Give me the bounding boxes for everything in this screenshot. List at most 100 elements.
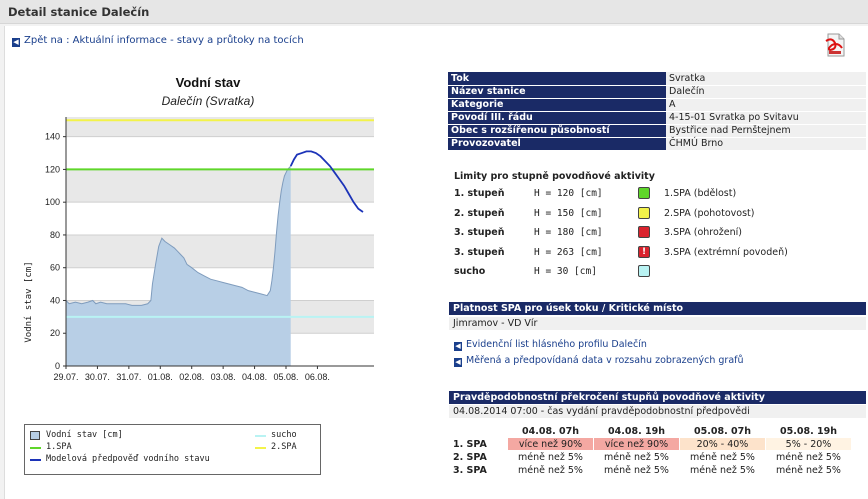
limit-desc: 3.SPA (extrémní povodeň) (664, 246, 788, 258)
info-value: Svratka (666, 72, 866, 86)
arrow-left-icon: ◀ (454, 342, 462, 351)
data-link[interactable]: ◀ Měřená a předpovídaná data v rozsahu zo… (454, 355, 744, 367)
prob-cell: více než 90% (507, 437, 594, 451)
prob-cell: méně než 5% (507, 450, 594, 464)
info-value: A (666, 98, 866, 112)
validity-header: Platnost SPA pro úsek toku / Kritické mí… (449, 302, 866, 315)
prob-cell: 20% - 40% (679, 437, 766, 451)
limit-height: H = 120 [cm] (534, 188, 603, 199)
limit-height: H = 30 [cm] (534, 266, 597, 277)
limit-stage: 2. stupeň (454, 207, 505, 219)
info-key: Tok (448, 72, 666, 86)
limit-height: H = 150 [cm] (534, 207, 603, 219)
limit-stage: sucho (454, 266, 486, 277)
grid-band (66, 136, 374, 170)
data-link-label: Měřená a předpovídaná data v rozsahu zob… (466, 355, 744, 366)
grid-band (66, 117, 374, 137)
spa3-swatch (638, 226, 650, 238)
grid-band (66, 169, 374, 203)
legend-swatch (255, 447, 266, 449)
x-tick-label: 05.08. (273, 372, 298, 382)
legend-swatch (30, 459, 41, 461)
grid-band (66, 202, 374, 235)
back-link-label: Zpět na : Aktuální informace - stavy a p… (24, 35, 304, 46)
probability-header: Pravděpodobnostní překročení stupňů povo… (449, 391, 866, 404)
spa1-swatch (638, 187, 650, 199)
x-tick-label: 04.08. (242, 372, 267, 382)
prob-cell: méně než 5% (679, 450, 766, 464)
page-title: Detail stanice Dalečín (8, 5, 150, 19)
y-tick-label: 120 (45, 164, 60, 174)
observed-line (65, 165, 292, 306)
legend-label: sucho (271, 430, 297, 440)
limit-row: 2. stupeň H = 150 [cm] 2.SPA (pohotovost… (454, 206, 864, 226)
column-header: 04.08. 19h (593, 424, 680, 438)
warning-icon: ! (638, 245, 650, 258)
table-row: 2. SPA méně než 5% méně než 5% méně než … (449, 450, 852, 464)
arrow-left-icon: ◀ (454, 358, 462, 367)
spa2-swatch (638, 206, 650, 219)
chart-legend: Vodní stav [cm] 1.SPA Modelová předpověď… (24, 424, 321, 475)
table-row: 3. SPA méně než 5% méně než 5% méně než … (449, 463, 852, 477)
row-label: 2. SPA (449, 450, 508, 464)
info-key: Provozovatel (448, 137, 666, 151)
x-tick-label: 30.07. (85, 372, 110, 382)
limit-height: H = 263 [cm] (534, 246, 603, 258)
y-tick-label: 60 (50, 263, 60, 273)
prob-cell: méně než 5% (765, 450, 852, 464)
forecast-line (289, 150, 364, 213)
chart-svg: Vodní stav Dalečín (Svratka) Vodní stav … (24, 75, 374, 382)
limit-row: 1. stupeň H = 120 [cm] 1.SPA (bdělost) (454, 186, 864, 206)
prob-cell: méně než 5% (679, 463, 766, 477)
y-tick-label: 0 (55, 361, 60, 371)
corner-cell (449, 424, 508, 438)
legend-label: Vodní stav [cm] (46, 430, 123, 440)
plot-area: 0 20 40 60 80 100 120 140 29.07. 30.07. 31.07. 01.0… (45, 117, 374, 382)
profile-link[interactable]: ◀ Evidenční list hlásného profilu Dalečín (454, 339, 647, 351)
table-row: Kategorie A (448, 98, 866, 112)
limit-height: H = 180 [cm] (534, 227, 603, 238)
limit-desc: 1.SPA (bdělost) (664, 188, 737, 199)
info-key: Povodí III. řádu (448, 111, 666, 125)
y-axis-label: Vodní stav [cm] (24, 261, 34, 342)
page-header: Detail stanice Dalečín (0, 0, 868, 24)
sucho-swatch (638, 265, 650, 277)
pdf-icon[interactable] (824, 33, 846, 57)
prob-cell: více než 90% (593, 437, 680, 451)
table-row: Provozovatel ČHMÚ Brno (448, 137, 866, 151)
limit-desc: 2.SPA (pohotovost) (664, 207, 755, 219)
probability-issued: 04.08.2014 07:00 - čas vydání pravděpodo… (449, 405, 866, 418)
table-row: 1. SPA více než 90% více než 90% 20% - 4… (449, 437, 852, 451)
limit-row: sucho H = 30 [cm] (454, 264, 864, 284)
prob-cell: méně než 5% (507, 463, 594, 477)
legend-swatch (30, 431, 40, 440)
x-tick-label: 01.08. (148, 372, 173, 382)
limit-row: 3. stupeň H = 180 [cm] 3.SPA (ohrožení) (454, 225, 864, 245)
prob-cell: méně než 5% (765, 463, 852, 477)
x-tick-label: 29.07. (53, 372, 78, 382)
info-value: 4-15-01 Svratka po Svitavu (666, 111, 866, 125)
table-row: Povodí III. řádu 4-15-01 Svratka po Svita… (448, 111, 866, 125)
y-tick-label: 20 (50, 328, 60, 338)
back-link[interactable]: ◀ Zpět na : Aktuální informace - stavy a … (12, 35, 304, 47)
prob-cell: 5% - 20% (765, 437, 852, 451)
legend-label: 2.SPA (271, 442, 297, 452)
arrow-left-icon: ◀ (12, 38, 20, 47)
column-header: 05.08. 07h (679, 424, 766, 438)
probability-table: 04.08. 07h 04.08. 19h 05.08. 07h 05.08. … (449, 424, 852, 477)
chart-subtitle: Dalečín (Svratka) (162, 94, 255, 108)
limit-stage: 3. stupeň (454, 246, 505, 258)
info-key: Název stanice (448, 85, 666, 99)
water-level-chart: Vodní stav Dalečín (Svratka) Vodní stav … (12, 70, 400, 408)
y-tick-label: 100 (45, 197, 60, 207)
limits-section: Limity pro stupně povodňové aktivity 1. … (454, 171, 864, 284)
x-tick-label: 06.08. (305, 372, 330, 382)
y-tick-label: 80 (50, 230, 60, 240)
legend-label: 1.SPA (46, 442, 72, 452)
station-info-table: Tok Svratka Název stanice Dalečín Kategori… (448, 72, 866, 151)
table-row: Obec s rozšířenou působností Bystřice nad… (448, 124, 866, 138)
prob-cell: méně než 5% (593, 463, 680, 477)
x-tick-label: 02.08. (179, 372, 204, 382)
prob-cell: méně než 5% (593, 450, 680, 464)
info-key: Kategorie (448, 98, 666, 112)
